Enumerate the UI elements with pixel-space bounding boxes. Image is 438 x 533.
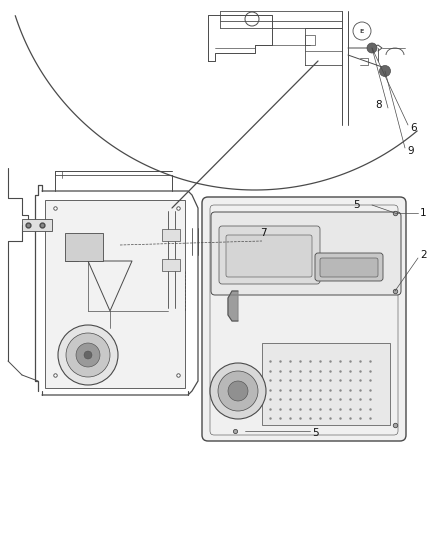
Text: 9: 9: [407, 146, 413, 156]
Text: 5: 5: [312, 428, 318, 438]
Circle shape: [58, 325, 118, 385]
Bar: [45, 200, 185, 388]
FancyBboxPatch shape: [320, 258, 378, 277]
Text: 8: 8: [375, 100, 382, 110]
Circle shape: [76, 343, 100, 367]
Text: 7: 7: [260, 228, 267, 238]
Text: 1: 1: [420, 208, 427, 218]
FancyBboxPatch shape: [219, 226, 320, 284]
Polygon shape: [228, 291, 238, 321]
Circle shape: [228, 381, 248, 401]
Circle shape: [367, 43, 377, 53]
FancyBboxPatch shape: [226, 235, 312, 277]
Circle shape: [84, 351, 92, 359]
Bar: [162, 259, 180, 271]
Text: 2: 2: [420, 250, 427, 260]
FancyBboxPatch shape: [202, 197, 406, 441]
Text: 6: 6: [410, 123, 417, 133]
Circle shape: [379, 66, 391, 77]
FancyBboxPatch shape: [211, 212, 401, 295]
FancyBboxPatch shape: [315, 253, 383, 281]
Circle shape: [218, 371, 258, 411]
Text: 5: 5: [353, 200, 360, 210]
Bar: [162, 229, 180, 241]
Bar: [305, 35, 315, 45]
Text: E: E: [360, 28, 364, 34]
Bar: [262, 343, 390, 425]
Circle shape: [66, 333, 110, 377]
Bar: [65, 233, 103, 261]
Bar: [22, 219, 52, 231]
Circle shape: [210, 363, 266, 419]
